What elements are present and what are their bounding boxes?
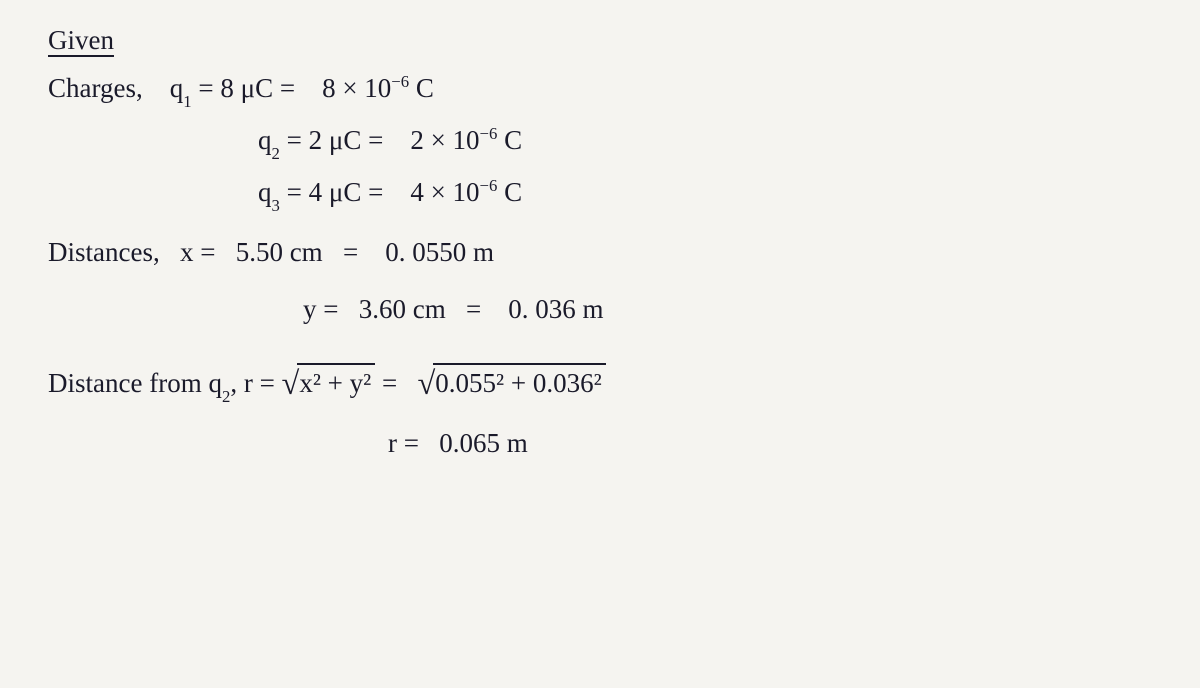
distances-line-x: Distances, x = 5.50 cm = 0. 0550 m	[48, 234, 1170, 270]
q3-rhs: 4 × 10	[410, 177, 479, 207]
charges-label: Charges,	[48, 73, 143, 103]
x-mid: 5.50 cm	[236, 237, 323, 267]
y-mid: 3.60 cm	[359, 294, 446, 324]
given-text: Given	[48, 25, 114, 55]
q3-exp: −6	[480, 176, 498, 195]
q3-eq: = 4 μC =	[280, 177, 390, 207]
distances-label: Distances,	[48, 237, 160, 267]
distances-line-y: y = 3.60 cm = 0. 036 m	[48, 291, 1170, 327]
distance-result: r = 0.065 m	[48, 425, 1170, 461]
q1-unit: C	[409, 73, 434, 103]
x-lhs: x =	[180, 237, 222, 267]
sqrt-icon: √	[282, 366, 300, 402]
q2-exp: −6	[480, 124, 498, 143]
distfrom-sub: 2	[222, 387, 230, 406]
x-rhs: 0. 0550 m	[385, 237, 494, 267]
q1-sub: 1	[183, 92, 191, 111]
distfrom-tail: ,	[230, 368, 237, 398]
sqrt2-body: 0.055² + 0.036²	[433, 363, 605, 401]
q3-sub: 3	[272, 196, 280, 215]
r-val: 0.065 m	[439, 428, 528, 458]
charges-line-3: q3 = 4 μC = 4 × 10−6 C	[48, 174, 1170, 214]
q2-rhs: 2 × 10	[410, 125, 479, 155]
charges-line-2: q2 = 2 μC = 2 × 10−6 C	[48, 122, 1170, 162]
charges-line-1: Charges, q1 = 8 μC = 8 × 10−6 C	[48, 70, 1170, 110]
q3-sym: q	[258, 177, 272, 207]
sqrt-icon: √	[417, 366, 435, 402]
x-eq: =	[343, 237, 365, 267]
distfrom-label: Distance from q	[48, 368, 222, 398]
sqrt1-body: x² + y²	[297, 363, 375, 401]
heading-given: Given	[48, 22, 1170, 58]
q1-sym: q	[170, 73, 184, 103]
q2-eq: = 2 μC =	[280, 125, 390, 155]
q1-rhs: 8 × 10	[322, 73, 391, 103]
r-eqmiddle: =	[382, 368, 404, 398]
q2-sym: q	[258, 125, 272, 155]
q2-sub: 2	[272, 144, 280, 163]
r-eq1: r =	[244, 368, 282, 398]
q2-unit: C	[497, 125, 522, 155]
y-lhs: y =	[303, 294, 345, 324]
q1-exp: −6	[391, 72, 409, 91]
q3-unit: C	[497, 177, 522, 207]
q1-eq: = 8 μC =	[192, 73, 302, 103]
y-eq: =	[466, 294, 488, 324]
y-rhs: 0. 036 m	[508, 294, 603, 324]
distance-from-line: Distance from q2, r = √x² + y² = √0.055²…	[48, 361, 1170, 405]
r-eq2: r =	[388, 428, 426, 458]
